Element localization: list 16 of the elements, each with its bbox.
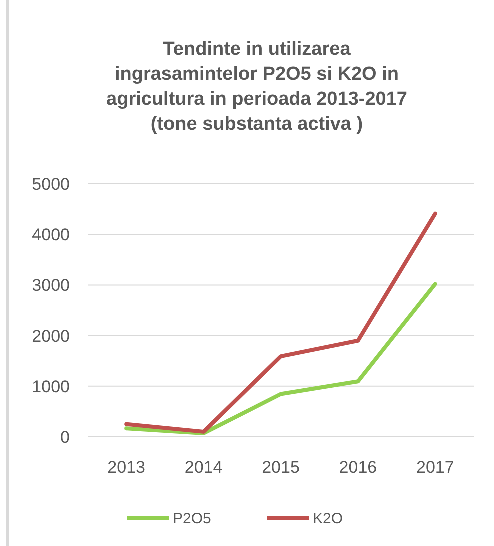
x-tick-label: 2014 bbox=[184, 458, 223, 477]
line-series bbox=[124, 282, 438, 436]
y-tick-label: 5000 bbox=[32, 174, 70, 194]
y-tick-label: 1000 bbox=[32, 377, 70, 396]
legend-label: K2O bbox=[313, 510, 344, 528]
legend-label: P2O5 bbox=[173, 510, 212, 528]
y-tick-label: 2000 bbox=[32, 326, 70, 346]
y-tick-label: 3000 bbox=[32, 276, 70, 296]
y-tick-label: 0 bbox=[60, 428, 70, 447]
x-tick-label: 2016 bbox=[339, 458, 378, 477]
chart-title: Tendinte in utilizarea ingrasamintelor P2O5 si K2O in agricultura in perioada 2013-2017 (tone substanta activa ) bbox=[106, 39, 408, 135]
x-tick-label: 2017 bbox=[416, 458, 454, 477]
y-tick-label: 4000 bbox=[32, 226, 70, 245]
x-tick-label: 2013 bbox=[108, 458, 146, 477]
line-series bbox=[124, 212, 438, 434]
x-tick-label: 2015 bbox=[262, 458, 300, 477]
